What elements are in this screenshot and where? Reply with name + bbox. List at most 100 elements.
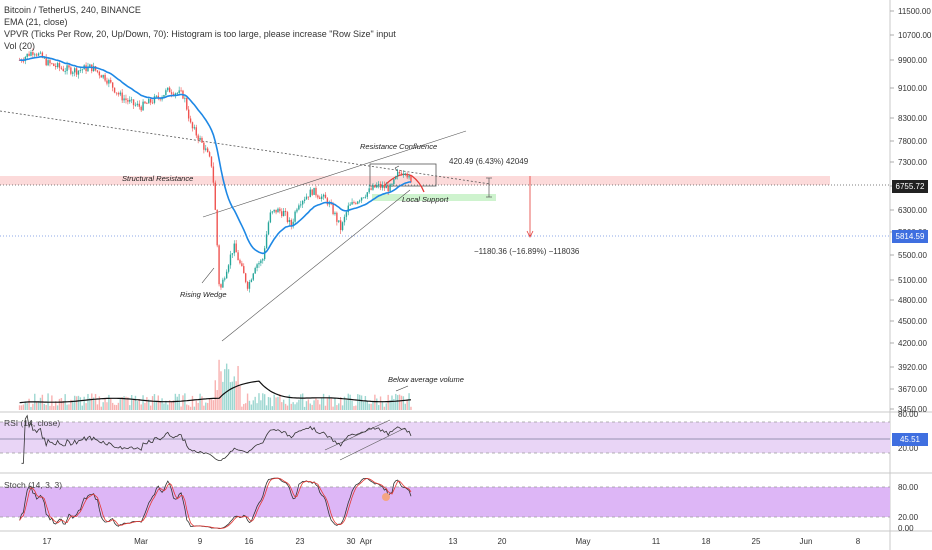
candle-body bbox=[180, 90, 182, 92]
candle-body bbox=[362, 197, 365, 199]
candle-body bbox=[43, 57, 45, 59]
volume-bar bbox=[309, 403, 311, 410]
candle-body bbox=[206, 148, 209, 153]
price-tick-label: 7800.00 bbox=[898, 137, 927, 146]
candle-body bbox=[140, 106, 142, 111]
volume-bar bbox=[319, 404, 321, 410]
volume-bar bbox=[292, 402, 294, 410]
candle-body bbox=[123, 98, 125, 101]
candle-body bbox=[208, 152, 211, 157]
local-support-zone[interactable] bbox=[372, 194, 496, 201]
price-tick-label: 4800.00 bbox=[898, 296, 927, 305]
candle-body bbox=[341, 222, 344, 231]
rsi-band bbox=[0, 422, 890, 453]
candle-body bbox=[402, 173, 405, 176]
structural-resistance-zone[interactable] bbox=[0, 176, 830, 185]
volume-bar bbox=[206, 402, 209, 410]
candle-body bbox=[129, 99, 131, 102]
candle-body bbox=[406, 173, 408, 178]
volume-bar bbox=[85, 403, 87, 410]
volume-bar bbox=[250, 404, 253, 410]
stoch-label[interactable]: Stoch (14, 3, 3) bbox=[4, 480, 63, 490]
volume-bar bbox=[271, 406, 273, 410]
candle-body bbox=[309, 189, 311, 198]
descending-trendline[interactable] bbox=[0, 110, 491, 185]
volume-bar bbox=[279, 394, 281, 410]
price-tick-label: 6300.00 bbox=[898, 206, 927, 215]
candle-body bbox=[300, 204, 302, 206]
candle-body bbox=[87, 66, 89, 72]
candle-body bbox=[393, 179, 395, 185]
volume-bar bbox=[275, 397, 277, 410]
candle-body bbox=[214, 182, 216, 210]
price-axis[interactable]: 11500.00 10700.00 9900.00 9100.00 8300.00 780… bbox=[890, 7, 932, 414]
volume-bar bbox=[172, 400, 175, 410]
candle-body bbox=[113, 87, 116, 93]
candlestick-series[interactable] bbox=[18, 48, 412, 293]
wedge-upper-line[interactable] bbox=[202, 130, 467, 218]
volume-bar bbox=[184, 393, 186, 410]
volume-bar bbox=[178, 393, 180, 410]
vpvr-legend[interactable]: VPVR (Ticks Per Row, 20, Up/Down, 70): H… bbox=[4, 29, 396, 39]
rising-wedge-label: Rising Wedge bbox=[180, 290, 227, 299]
rsi-label[interactable]: RSI (14, close) bbox=[4, 418, 61, 428]
candle-body bbox=[121, 92, 123, 101]
candle-body bbox=[142, 101, 144, 111]
price-tick-label: 5100.00 bbox=[898, 276, 927, 285]
volume-bar bbox=[376, 398, 378, 410]
last-price-badge: 6755.72 bbox=[892, 180, 928, 193]
volume-bar bbox=[233, 376, 235, 410]
volume-bar bbox=[288, 394, 291, 410]
price-tick-label: 3450.00 bbox=[898, 405, 927, 414]
volume-bar bbox=[140, 404, 142, 410]
price-tick-label: 8300.00 bbox=[898, 114, 927, 123]
wedge-lower-line[interactable] bbox=[221, 189, 411, 342]
volume-bar bbox=[53, 406, 55, 410]
candle-body bbox=[172, 93, 175, 96]
resistance-confluence-box[interactable] bbox=[369, 163, 437, 187]
volume-bar bbox=[77, 395, 80, 410]
candle-body bbox=[377, 183, 380, 185]
volume-bar bbox=[167, 404, 169, 410]
candle-body bbox=[212, 166, 215, 183]
candle-body bbox=[250, 279, 253, 283]
volume-bar bbox=[263, 394, 266, 410]
volume-bar bbox=[125, 396, 127, 410]
candle-body bbox=[41, 52, 44, 58]
ema-legend[interactable]: EMA (21, close) bbox=[4, 17, 68, 27]
volume-bar bbox=[239, 386, 241, 410]
rsi-axis: 80.00 20.00 bbox=[898, 410, 919, 453]
volume-bar bbox=[28, 398, 30, 410]
candle-body bbox=[30, 52, 32, 56]
rsi-trendline-lower[interactable] bbox=[339, 427, 406, 461]
candle-body bbox=[347, 205, 349, 213]
candle-body bbox=[153, 96, 156, 103]
volume-bar bbox=[104, 398, 106, 410]
candle-body bbox=[279, 208, 281, 212]
candle-body bbox=[313, 187, 315, 195]
volume-bar bbox=[110, 399, 112, 410]
volume-bar bbox=[180, 406, 182, 410]
time-tick-label: 23 bbox=[296, 537, 305, 546]
volume-legend[interactable]: Vol (20) bbox=[4, 41, 36, 51]
volume-bar bbox=[149, 405, 152, 410]
volume-bar bbox=[372, 401, 374, 410]
volume-bar bbox=[37, 401, 40, 410]
candle-body bbox=[115, 92, 118, 94]
rsi-trendline-upper[interactable] bbox=[324, 419, 391, 451]
candle-body bbox=[311, 189, 313, 195]
candle-body bbox=[235, 243, 237, 253]
candle-body bbox=[391, 184, 393, 185]
volume-bar bbox=[383, 406, 386, 410]
candle-body bbox=[396, 172, 399, 177]
volume-bar bbox=[218, 359, 220, 410]
symbol-title[interactable]: Bitcoin / TetherUS, 240, BINANCE bbox=[4, 5, 141, 15]
volume-bar bbox=[170, 401, 173, 410]
volume-bar bbox=[368, 403, 370, 410]
volume-bar bbox=[163, 403, 165, 410]
time-axis[interactable]: 17 Mar 9 16 23 30 Apr 13 20 May 11 18 25 Jun 8 bbox=[43, 537, 861, 546]
volume-bar bbox=[212, 400, 215, 410]
structural-resistance-label: Structural Resistance bbox=[122, 174, 194, 183]
volume-bar bbox=[66, 404, 68, 410]
